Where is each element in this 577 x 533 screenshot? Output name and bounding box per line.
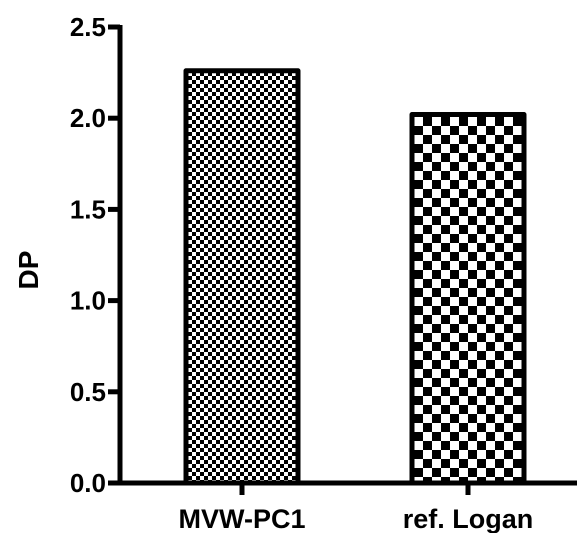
- x-tick-label: ref. Logan: [403, 504, 534, 533]
- y-tick-label: 2.5: [70, 12, 106, 42]
- x-tick-label: MVW-PC1: [179, 504, 306, 533]
- y-tick-label: 2.0: [70, 103, 106, 133]
- y-axis-title: DP: [13, 251, 44, 290]
- bars-group: [183, 68, 527, 486]
- y-tick-label: 0.5: [70, 377, 106, 407]
- y-tick-label: 0.0: [70, 468, 106, 498]
- y-tick-label: 1.5: [70, 194, 106, 224]
- y-tick-label: 1.0: [70, 286, 106, 316]
- x-axis: MVW-PC1 ref. Logan: [118, 480, 577, 533]
- bar-1: [183, 68, 301, 486]
- bar-2: [409, 112, 527, 486]
- y-axis: 0.0 0.5 1.0 1.5 2.0 2.5: [70, 12, 123, 498]
